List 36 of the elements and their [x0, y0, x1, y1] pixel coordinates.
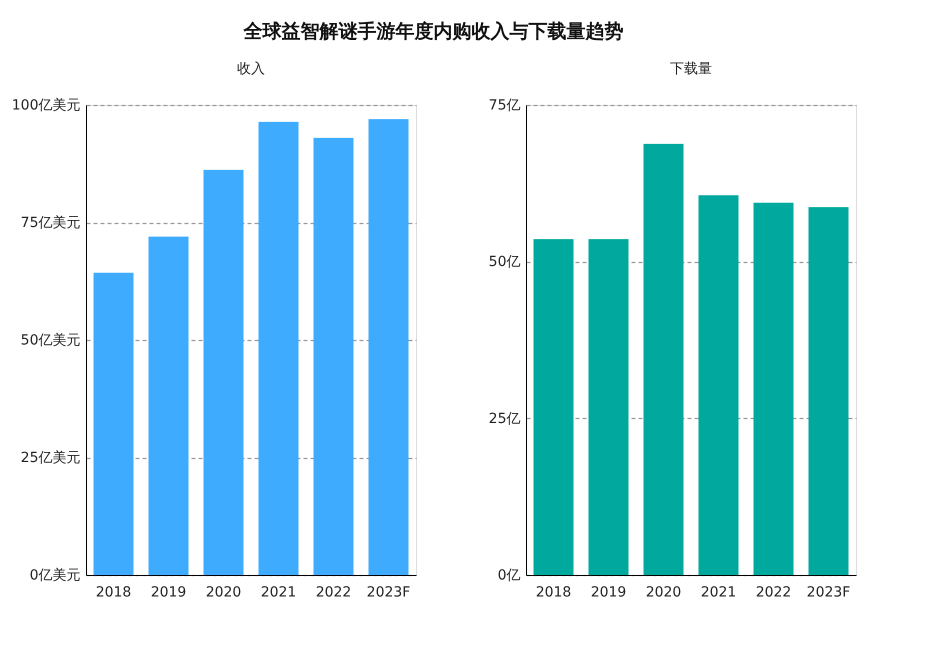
x-tick-label: 2022 — [756, 584, 792, 600]
x-tick-label: 2023F — [366, 584, 410, 600]
bar — [698, 195, 738, 575]
y-tick-label: 0亿美元 — [30, 568, 80, 584]
bar — [754, 202, 794, 575]
x-tick-label: 2023F — [806, 584, 850, 600]
bar — [204, 170, 244, 575]
x-tick-label: 2020 — [646, 584, 682, 600]
y-tick-label: 50亿美元 — [20, 332, 80, 348]
chart-title: 全球益智解谜手游年度内购收入与下载量趋势 — [242, 20, 624, 42]
y-tick-label: 50亿 — [488, 254, 520, 270]
y-tick-label: 100亿美元 — [12, 98, 80, 114]
y-tick-label: 25亿 — [488, 410, 520, 427]
x-tick-label: 2021 — [700, 584, 736, 600]
x-tick-label: 2019 — [150, 584, 186, 600]
bar — [808, 207, 848, 575]
bar — [314, 138, 354, 575]
bar — [588, 239, 628, 575]
x-tick-label: 2022 — [316, 584, 352, 600]
y-tick-label: 0亿 — [498, 568, 520, 584]
bar — [94, 272, 134, 575]
bar — [368, 119, 408, 575]
x-tick-label: 2019 — [590, 584, 626, 600]
y-tick-label: 75亿 — [488, 98, 520, 114]
x-tick-label: 2018 — [96, 584, 132, 600]
bar — [258, 122, 298, 575]
x-tick-label: 2021 — [260, 584, 296, 600]
y-tick-label: 25亿美元 — [20, 450, 80, 466]
y-tick-label: 75亿美元 — [20, 215, 80, 231]
bar — [148, 236, 188, 575]
chart-subtitle: 下载量 — [670, 61, 712, 77]
chart-subtitle: 收入 — [237, 61, 265, 77]
x-tick-label: 2020 — [206, 584, 242, 600]
bar — [534, 239, 574, 575]
x-tick-label: 2018 — [536, 584, 572, 600]
bar — [644, 144, 684, 575]
